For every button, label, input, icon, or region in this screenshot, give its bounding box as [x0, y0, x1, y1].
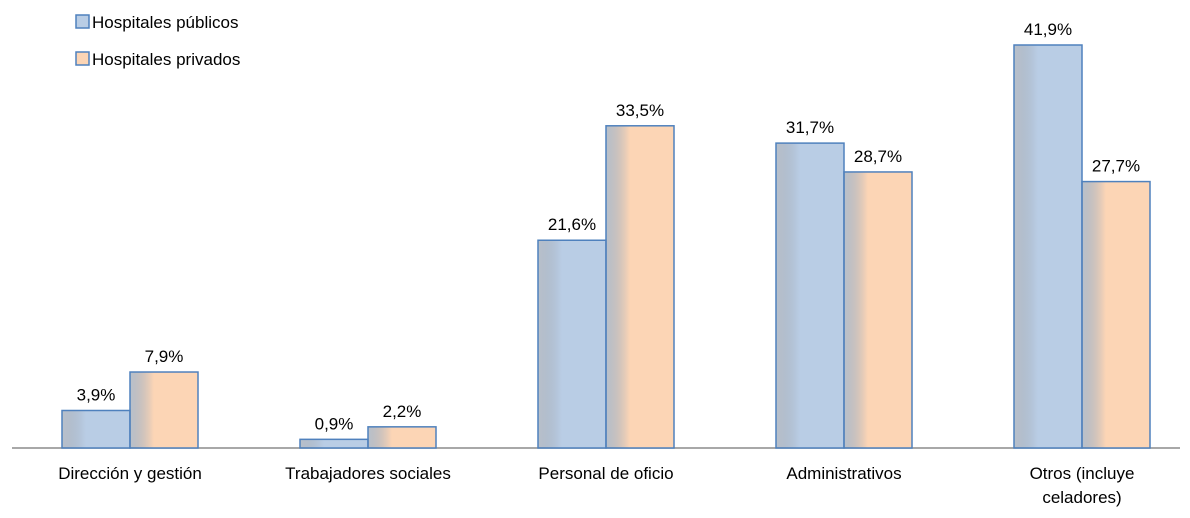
- x-tick-label: Personal de oficio: [538, 464, 674, 483]
- value-label: 28,7%: [854, 147, 902, 166]
- x-tick-label: Trabajadores sociales: [285, 464, 451, 483]
- bar: [299, 438, 369, 449]
- bar: [1081, 180, 1151, 449]
- x-tick-label: Otros (incluye celadores): [1029, 464, 1135, 507]
- bar: [537, 239, 607, 449]
- bar: [61, 409, 131, 449]
- bar: [1013, 44, 1083, 449]
- value-label: 7,9%: [145, 347, 184, 366]
- value-label: 3,9%: [77, 385, 116, 404]
- legend-swatch: [75, 14, 90, 29]
- legend-label: Hospitales públicos: [92, 13, 238, 32]
- x-tick-label: Dirección y gestión: [58, 464, 202, 483]
- legend-label: Hospitales privados: [92, 50, 240, 69]
- bar: [129, 371, 199, 449]
- bar: [775, 142, 845, 449]
- legend-swatch: [75, 51, 90, 66]
- value-label: 33,5%: [616, 101, 664, 120]
- value-label: 21,6%: [548, 215, 596, 234]
- value-label: 2,2%: [383, 402, 422, 421]
- value-label: 31,7%: [786, 118, 834, 137]
- bar: [605, 125, 675, 449]
- value-label: 0,9%: [315, 414, 354, 433]
- bar: [843, 171, 913, 449]
- value-label: 41,9%: [1024, 20, 1072, 39]
- value-label: 27,7%: [1092, 157, 1140, 176]
- x-tick-label: Administrativos: [786, 464, 902, 483]
- bar: [367, 426, 437, 449]
